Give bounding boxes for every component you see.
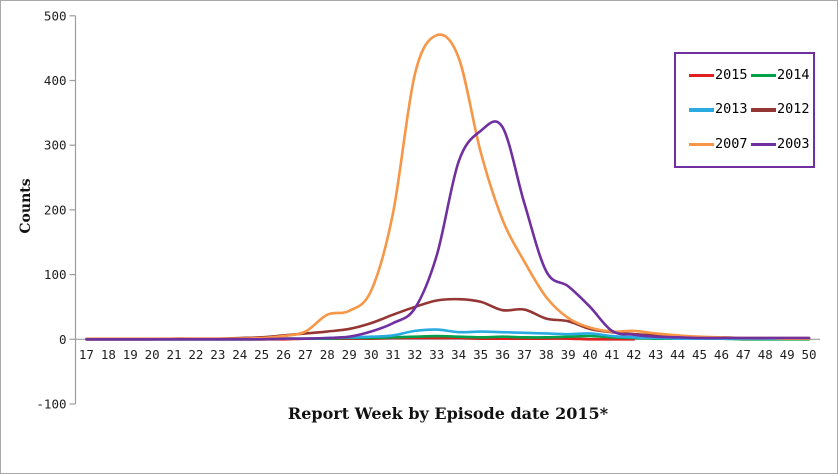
y-tick-label: 100 [44,267,67,282]
legend-label: 2007 [715,135,748,152]
x-tick-label: 22 [188,347,203,362]
y-tick-label: 0 [59,332,67,347]
x-tick-label: 18 [101,347,116,362]
x-tick-label: 38 [539,347,554,362]
x-axis-title: Report Week by Episode date 2015* [287,404,609,423]
x-tick-label: 41 [604,347,619,362]
legend-label: 2003 [777,135,810,152]
y-tick-label: 200 [44,202,67,217]
x-tick-label: 17 [79,347,94,362]
x-tick-label: 48 [758,347,773,362]
x-tick-label: 26 [276,347,291,362]
y-axis-title: Counts [18,178,34,234]
x-tick-label: 37 [517,347,532,362]
x-tick-label: 49 [780,347,795,362]
legend-item-2013: 2013 [689,103,751,117]
legend-item-2015: 2015 [689,66,751,83]
x-tick-label: 46 [714,347,729,362]
x-tick-label: 35 [473,347,488,362]
legend-label: 2012 [777,101,810,118]
x-tick-label: 43 [648,347,663,362]
legend-swatch-2014 [751,73,776,78]
x-tick-label: 24 [232,347,247,362]
series-line-2012 [85,297,811,341]
legend-item-2012: 2012 [751,103,813,117]
legend-swatch-2007 [689,142,714,147]
x-tick-label: 33 [429,347,444,362]
x-tick-label: 23 [210,347,225,362]
legend-item-2007: 2007 [689,135,751,152]
x-tick-label: 50 [802,347,817,362]
x-tick-label: 36 [495,347,510,362]
x-tick-label: 21 [167,347,182,362]
x-tick-label: 30 [364,347,379,362]
legend-label: 2014 [777,66,810,83]
y-tick-label: 300 [44,138,67,153]
x-tick-label: 27 [298,347,313,362]
x-tick-label: 39 [561,347,576,362]
x-tick-label: 25 [254,347,269,362]
x-tick-label: 45 [692,347,707,362]
y-tick-label: 400 [44,73,67,88]
y-tick-label: -100 [36,397,66,412]
legend-item-2003: 2003 [751,135,813,152]
x-tick-label: 19 [123,347,138,362]
legend-label: 2013 [715,101,748,118]
legend-swatch-2003 [751,142,776,147]
x-tick-label: 42 [626,347,641,362]
x-tick-label: 34 [451,347,466,362]
legend-swatch-2012 [751,108,776,112]
x-tick-label: 20 [145,347,160,362]
x-tick-label: 31 [385,347,400,362]
series-line-2003 [85,120,811,341]
legend-label: 2015 [715,66,748,83]
x-tick-label: 47 [736,347,751,362]
x-tick-label: 44 [670,347,685,362]
chart-legend: 2015 2014 2013 2012 2007 2003 [674,52,815,168]
legend-item-2014: 2014 [751,66,813,83]
y-tick-label: 500 [44,8,67,23]
x-tick-label: 40 [583,347,598,362]
x-tick-label: 32 [407,347,422,362]
legend-swatch-2013 [689,108,714,112]
x-tick-label: 28 [320,347,335,362]
legend-swatch-2015 [689,73,714,78]
x-tick-label: 29 [342,347,357,362]
